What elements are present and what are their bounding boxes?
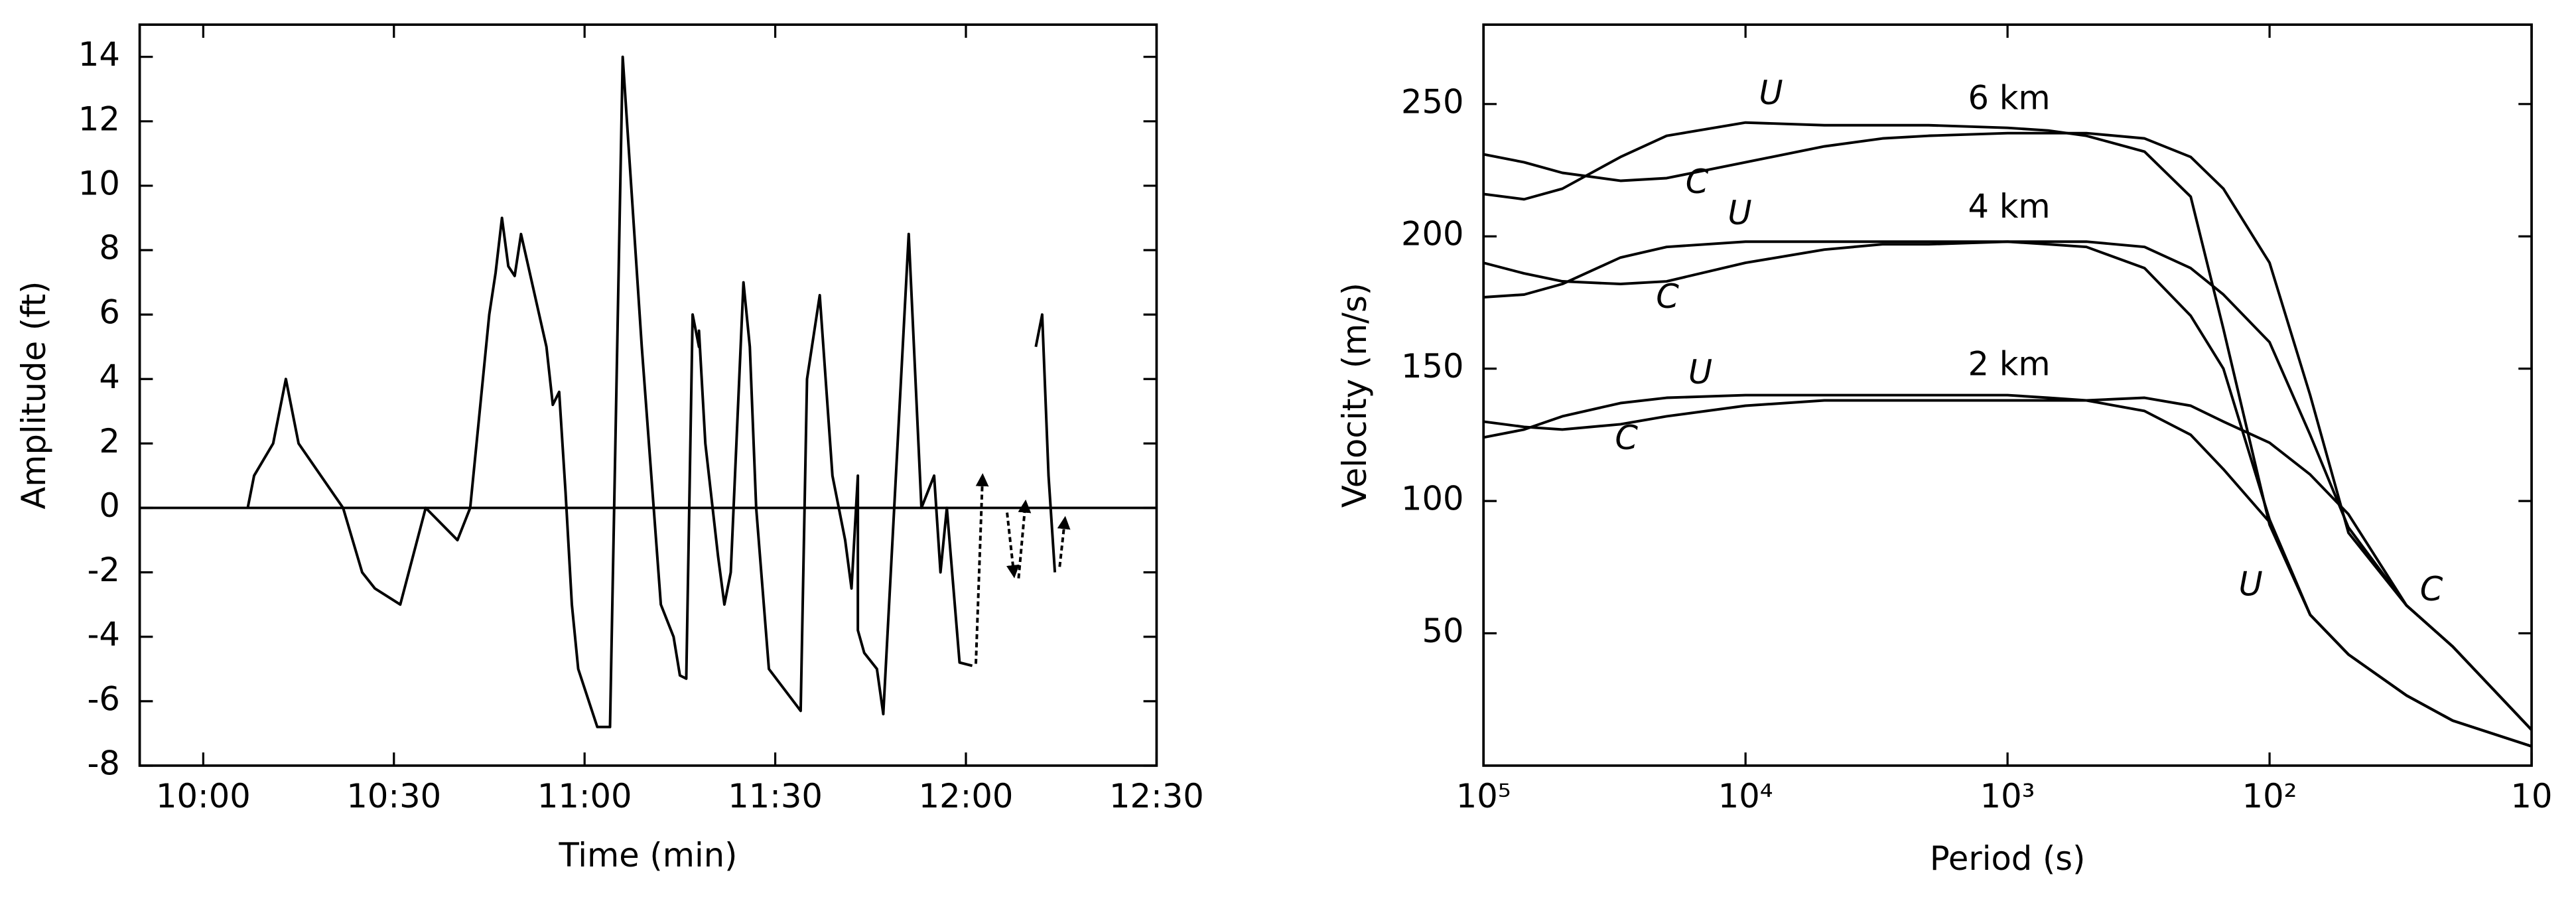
annotation: 2 km [1968, 345, 2051, 383]
annotation: U [2238, 565, 2262, 604]
x-tick-label: 10:00 [156, 777, 251, 815]
arrow [975, 473, 989, 664]
y-tick-label: -4 [87, 615, 119, 654]
y-tick-label: 14 [78, 35, 120, 74]
y-tick-label: 250 [1401, 82, 1464, 121]
series-label: U [1688, 353, 1712, 391]
data-line [1483, 240, 2533, 731]
x-tick-label: 12:00 [919, 777, 1014, 815]
data-line [246, 55, 1057, 728]
y-tick-label: 10 [78, 164, 120, 202]
arrow [1006, 512, 1020, 579]
y-tick-label: 150 [1401, 347, 1464, 385]
plot-frame [138, 23, 1158, 767]
annotation: 4 km [1968, 187, 2051, 226]
data-line [1483, 396, 2533, 731]
annotation: 6 km [1968, 79, 2051, 117]
series-label: C [1686, 163, 1709, 201]
x-axis-label: Time (min) [559, 836, 738, 874]
y-tick-label: 8 [99, 229, 120, 267]
x-tick-label: 10² [2242, 777, 2297, 815]
series-label: U [1759, 74, 1783, 112]
x-tick-label: 12:30 [1109, 777, 1204, 815]
y-tick-label: 200 [1401, 215, 1464, 253]
y-tick-label: 50 [1422, 612, 1463, 650]
y-tick-label: -2 [87, 551, 119, 589]
x-tick-label: 10 [2511, 777, 2553, 815]
x-tick-label: 11:00 [537, 777, 632, 815]
data-line [1483, 393, 2532, 748]
x-tick-label: 10⁴ [1718, 777, 1773, 815]
series-label: C [1615, 419, 1638, 457]
series-label: C [1656, 277, 1679, 316]
data-line [1483, 131, 2533, 731]
y-tick-label: -8 [87, 744, 119, 782]
x-tick-label: 10⁵ [1456, 777, 1511, 815]
y-axis-label: Amplitude (ft) [15, 281, 53, 509]
data-line [1483, 240, 2532, 748]
arrow [1057, 516, 1071, 567]
annotation: C [2420, 570, 2443, 608]
y-tick-label: -6 [87, 679, 119, 718]
y-axis-label: Velocity (m/s) [1335, 283, 1374, 508]
x-tick-label: 11:30 [728, 777, 823, 815]
y-tick-label: 100 [1401, 480, 1464, 518]
x-tick-label: 10:30 [346, 777, 441, 815]
y-tick-label: 12 [78, 100, 120, 138]
y-tick-label: 6 [99, 293, 120, 332]
dashed-arrows [975, 473, 1071, 664]
x-tick-label: 10³ [1980, 777, 2035, 815]
y-tick-label: 4 [99, 358, 120, 396]
x-axis-label: Period (s) [1930, 839, 2086, 878]
series-label: U [1728, 194, 1751, 232]
arrow [1017, 499, 1032, 579]
y-tick-label: 0 [99, 486, 120, 525]
y-tick-label: 2 [99, 422, 120, 460]
